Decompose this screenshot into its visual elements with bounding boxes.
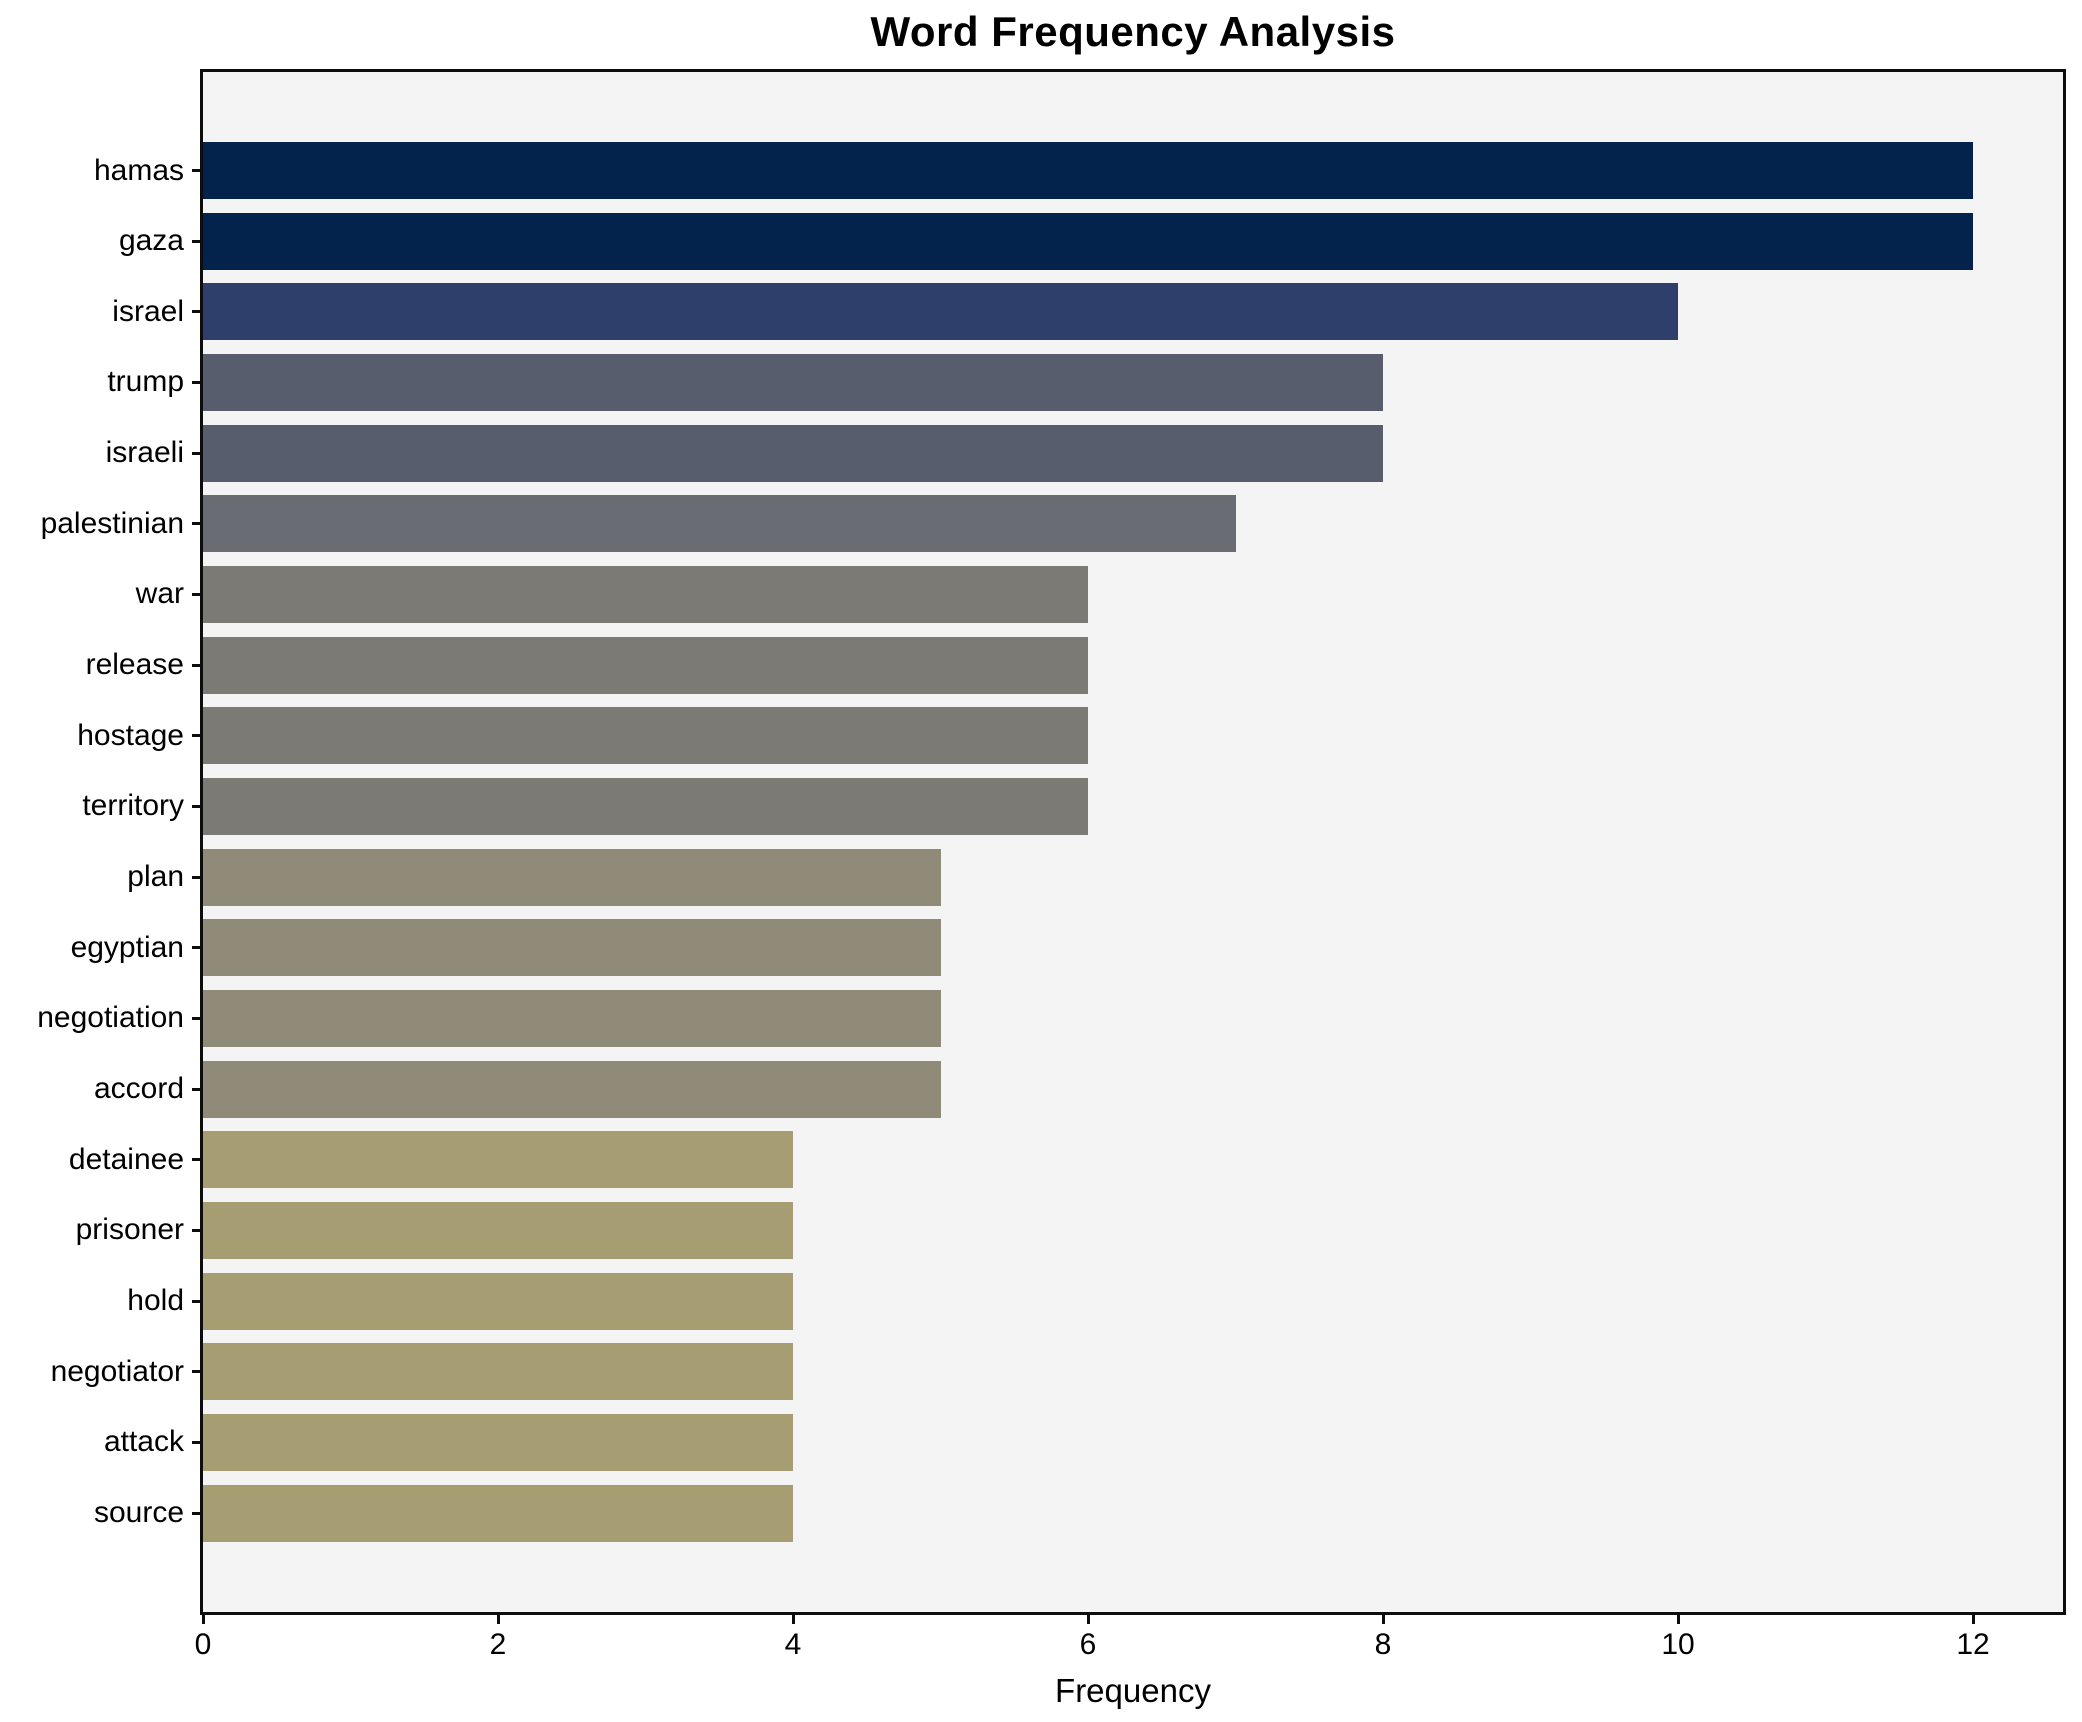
y-tick-label-hold: hold xyxy=(127,1284,184,1318)
x-tick-label-0: 0 xyxy=(194,1628,212,1661)
x-tick-label-6: 6 xyxy=(1079,1628,1097,1661)
bar-hold xyxy=(203,1272,793,1330)
y-tick-label-israeli: israeli xyxy=(105,436,184,470)
y-tick-mark xyxy=(192,946,203,950)
bar-plan xyxy=(203,848,941,906)
y-tick-label-egyptian: egyptian xyxy=(70,930,184,964)
y-tick-mark xyxy=(192,239,203,243)
y-tick-mark xyxy=(192,804,203,808)
y-tick-label-gaza: gaza xyxy=(118,224,184,258)
bar-territory xyxy=(203,777,1088,835)
x-tick-label-10: 10 xyxy=(1661,1628,1695,1661)
y-tick-mark xyxy=(192,734,203,738)
bar-israeli xyxy=(203,424,1383,482)
y-tick-mark xyxy=(192,169,203,172)
y-tick-mark xyxy=(192,1158,203,1162)
y-tick-label-source: source xyxy=(93,1496,184,1530)
chart-title: Word Frequency Analysis xyxy=(870,8,1396,55)
x-tick-mark xyxy=(201,1612,205,1624)
y-tick-mark xyxy=(192,663,203,667)
bar-attack xyxy=(203,1413,793,1471)
y-tick-mark xyxy=(192,1087,203,1091)
plot-area xyxy=(203,72,2063,1612)
y-tick-mark xyxy=(192,592,203,596)
y-tick-mark xyxy=(192,451,203,455)
y-tick-label-plan: plan xyxy=(127,860,184,894)
x-tick-label-8: 8 xyxy=(1374,1628,1392,1661)
x-tick-label-4: 4 xyxy=(784,1628,802,1661)
x-tick-mark xyxy=(1971,1612,1975,1624)
y-tick-mark xyxy=(192,1016,203,1020)
y-tick-mark xyxy=(192,1228,203,1232)
bar-source xyxy=(203,1484,793,1542)
y-tick-mark xyxy=(192,1511,203,1515)
y-tick-mark xyxy=(192,1299,203,1303)
bar-war xyxy=(203,565,1088,623)
y-tick-label-palestinian: palestinian xyxy=(40,506,184,540)
bar-palestinian xyxy=(203,495,1236,553)
y-tick-mark xyxy=(192,380,203,384)
x-tick-mark xyxy=(1676,1612,1680,1624)
x-tick-mark xyxy=(1381,1612,1385,1624)
bar-egyptian xyxy=(203,919,941,977)
y-tick-label-negotiation: negotiation xyxy=(37,1001,184,1035)
x-tick-mark xyxy=(791,1612,795,1624)
bar-negotiation xyxy=(203,989,941,1047)
bar-hamas xyxy=(203,142,1973,199)
y-tick-label-israel: israel xyxy=(112,294,184,328)
x-tick-mark xyxy=(496,1612,500,1624)
bar-hostage xyxy=(203,707,1088,765)
y-tick-mark xyxy=(192,310,203,314)
bar-negotiator xyxy=(203,1343,793,1401)
y-tick-label-accord: accord xyxy=(93,1072,184,1106)
y-tick-label-negotiator: negotiator xyxy=(50,1354,184,1388)
y-tick-mark xyxy=(192,875,203,879)
y-tick-label-trump: trump xyxy=(107,365,184,399)
x-axis-label: Frequency xyxy=(1055,1672,1211,1709)
y-tick-label-territory: territory xyxy=(82,789,184,823)
bar-prisoner xyxy=(203,1201,793,1259)
y-tick-label-attack: attack xyxy=(103,1425,184,1459)
x-tick-label-12: 12 xyxy=(1956,1628,1990,1661)
y-tick-label-prisoner: prisoner xyxy=(75,1213,184,1247)
y-tick-mark xyxy=(192,1370,203,1374)
bar-trump xyxy=(203,353,1383,411)
bar-israel xyxy=(203,283,1678,341)
y-tick-mark xyxy=(192,522,203,526)
bar-release xyxy=(203,636,1088,694)
bar-gaza xyxy=(203,212,1973,270)
bar-accord xyxy=(203,1060,941,1118)
y-tick-label-hamas: hamas xyxy=(93,153,184,187)
y-tick-label-detainee: detainee xyxy=(68,1142,184,1176)
y-tick-label-war: war xyxy=(135,577,184,611)
bar-detainee xyxy=(203,1131,793,1189)
x-tick-mark xyxy=(1086,1612,1090,1624)
y-tick-mark xyxy=(192,1440,203,1444)
y-tick-label-release: release xyxy=(85,648,184,682)
y-tick-label-hostage: hostage xyxy=(77,718,184,752)
x-tick-label-2: 2 xyxy=(489,1628,507,1661)
